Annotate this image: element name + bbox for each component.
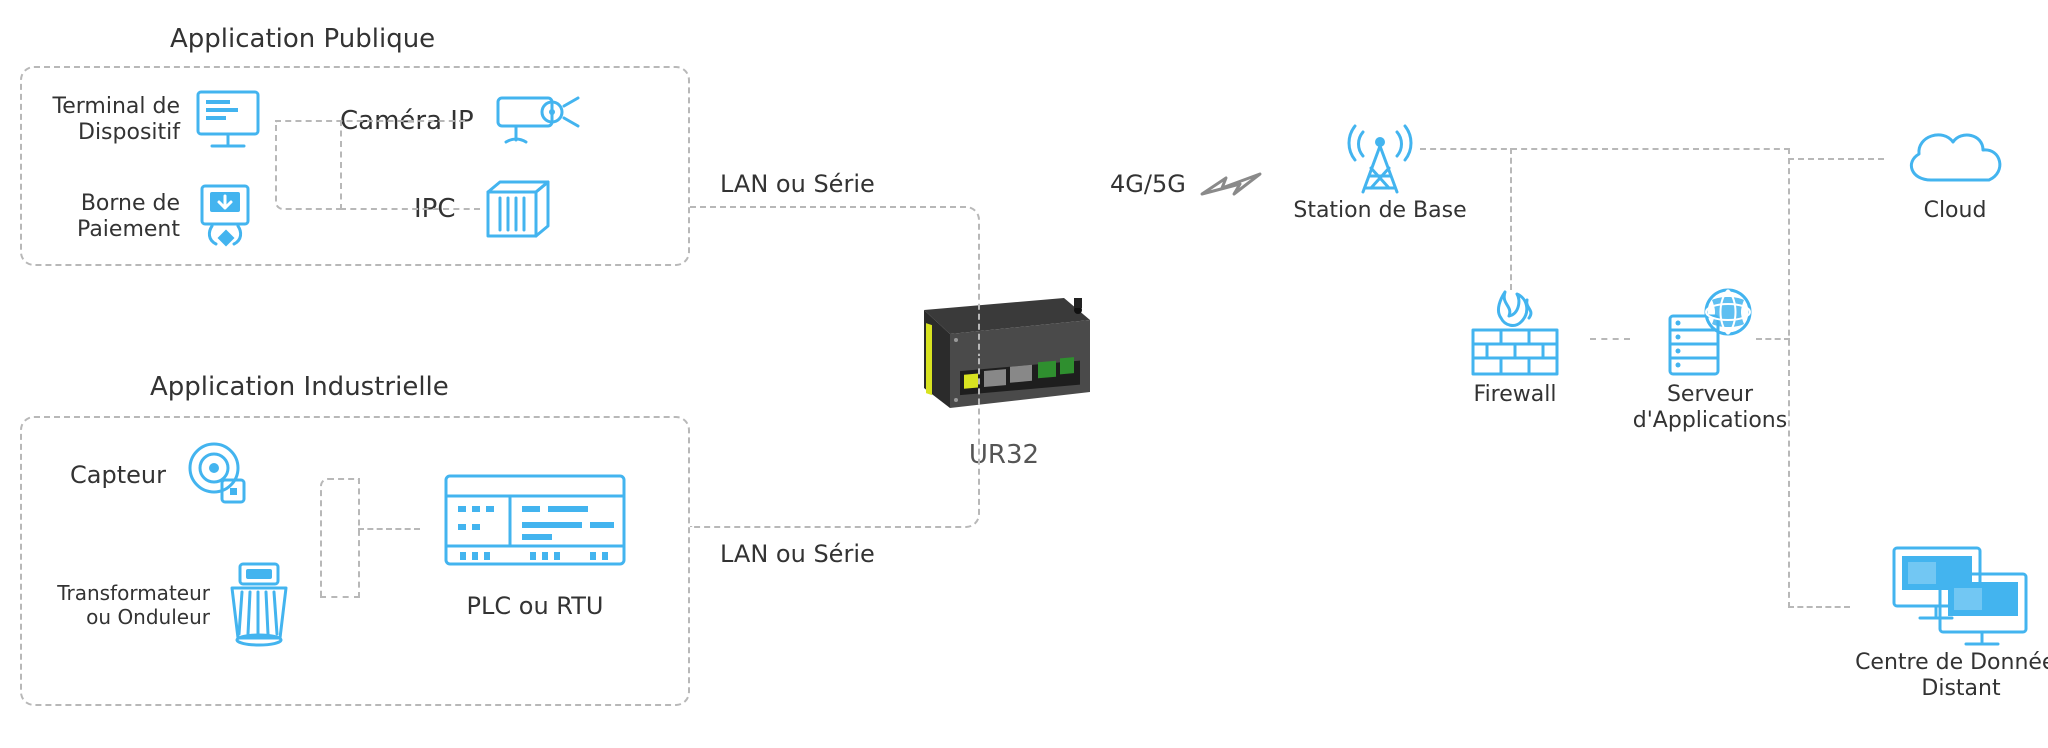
plc-node: PLC ou RTU [420,466,650,621]
base-node: Station de Base [1280,108,1480,224]
conn-base-right [1420,148,1790,150]
conn-to-cloud [1788,158,1884,160]
kiosk-label: Borne dePaiement [40,191,180,244]
lan1-label: LAN ou Série [720,170,875,198]
appserver-label: Serveurd'Applications [1620,382,1800,435]
conn-public-to-router [690,206,980,356]
base-label: Station de Base [1280,198,1480,224]
firewall-label: Firewall [1440,382,1590,408]
conn-to-fw [1590,338,1630,340]
camera-label: Caméra IP [340,106,474,137]
ipc-box-icon [478,178,556,242]
firewall-icon [1465,286,1565,382]
conn-ind-4 [358,528,420,530]
conn-public-internal2 [275,120,465,122]
cloud-node: Cloud [1880,118,2030,224]
conn-public-internal4 [340,208,480,210]
wireless-bolt-icon [1196,160,1266,214]
datacenter-label: Centre de DonnéesDistant [1846,650,2048,703]
datacenter-node: Centre de DonnéesDistant [1846,540,2048,703]
transformer-label: Transformateurou Onduleur [40,581,210,629]
public-group-title: Application Publique [170,24,435,54]
conn-vert-to-app [1756,338,1790,340]
wireless-label: 4G/5G [1110,170,1186,198]
conn-ind-1 [320,478,360,598]
conn-to-dc [1788,606,1850,608]
industrial-group-title: Application Industrielle [150,372,449,402]
conn-public-internal3 [340,120,342,210]
plc-label: PLC ou RTU [420,592,650,621]
datacenter-monitors-icon [1886,540,2036,650]
lan2-label: LAN ou Série [720,540,875,568]
conn-ind-to-router [690,356,980,528]
conn-public-internal [275,120,345,210]
sensor-icon [182,438,260,512]
antenna-tower-icon [1335,108,1425,198]
appserver-node: Serveurd'Applications [1620,286,1800,435]
ipc-label: IPC [414,194,456,225]
plc-icon [440,466,630,586]
cloud-icon [1895,118,2015,198]
conn-ind-2 [320,596,360,598]
sensor-node: Capteur [70,438,330,512]
cloud-label: Cloud [1880,198,2030,224]
camera-node: Caméra IP [340,88,630,156]
server-globe-icon [1660,286,1760,382]
payment-kiosk-icon [194,182,260,252]
conn-base-down-to-fw [1510,148,1512,290]
terminal-label: Terminal deDispositif [40,94,180,147]
ipc-node: IPC [414,178,634,242]
transformer-icon [222,560,296,650]
firewall-node: Firewall [1440,286,1590,408]
transformer-node: Transformateurou Onduleur [40,560,330,650]
ip-camera-icon [492,88,582,156]
conn-ind-3 [358,478,360,598]
sensor-label: Capteur [70,461,166,490]
monitor-icon [194,88,272,152]
